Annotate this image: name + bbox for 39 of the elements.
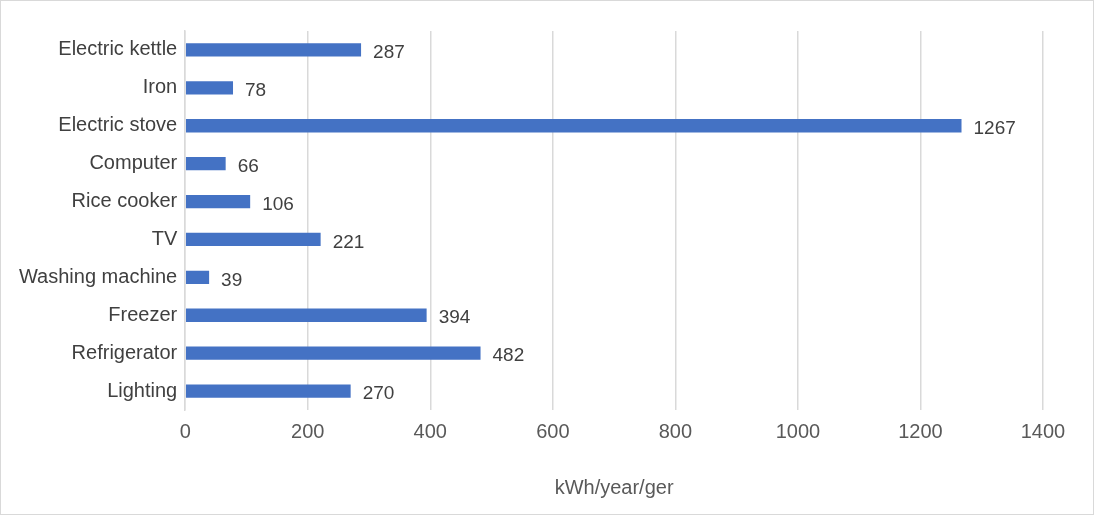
data-label: 287 (373, 41, 405, 63)
data-label: 39 (221, 268, 243, 290)
bar (185, 232, 321, 247)
x-axis-title: kWh/year/ger (554, 475, 674, 498)
data-label: 78 (245, 79, 267, 101)
data-label: 106 (262, 192, 294, 214)
y-tick-label: Electric stove (58, 113, 178, 136)
data-label: 1267 (973, 116, 1016, 138)
x-tick-label: 400 (413, 419, 447, 442)
y-tick-label: Washing machine (18, 264, 178, 287)
bar (185, 346, 481, 360)
bar (185, 119, 962, 133)
bar (185, 157, 226, 171)
bar (185, 270, 210, 284)
y-tick-label: Lighting (107, 378, 178, 401)
y-tick-label: Electric kettle (58, 37, 178, 60)
y-tick-label: Iron (142, 75, 178, 98)
x-tick-label: 1200 (898, 419, 943, 442)
bar (185, 43, 362, 57)
data-label: 66 (237, 154, 259, 176)
bar (185, 384, 351, 398)
x-tick-label: 800 (658, 419, 693, 442)
bar (185, 308, 427, 322)
x-tick-label: 600 (536, 419, 570, 442)
y-tick-label: Rice cooker (71, 189, 178, 212)
data-label: 482 (492, 344, 525, 366)
y-tick-label: TV (151, 226, 178, 249)
y-tick-label: Refrigerator (71, 340, 178, 363)
y-tick-label: Computer (89, 151, 178, 174)
x-tick-label: 200 (291, 419, 325, 442)
bar (185, 194, 251, 209)
x-tick-label: 1000 (775, 419, 821, 442)
x-tick-label: 1400 (1020, 419, 1066, 442)
y-tick-label: Freezer (108, 302, 178, 325)
data-label: 221 (332, 230, 365, 252)
bar (185, 81, 234, 95)
data-label: 394 (438, 306, 471, 328)
data-label: 270 (362, 382, 395, 404)
x-tick-label: 0 (179, 419, 191, 442)
